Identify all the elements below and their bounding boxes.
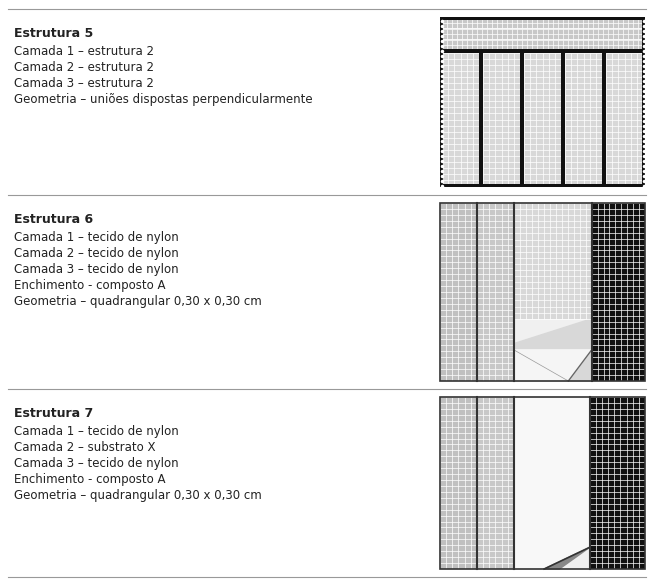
Bar: [514, 397, 590, 497]
Bar: [440, 203, 645, 381]
Bar: [477, 203, 514, 381]
Bar: [592, 203, 645, 381]
Text: Geometria – quadrangular 0,30 x 0,30 cm: Geometria – quadrangular 0,30 x 0,30 cm: [14, 489, 262, 502]
Polygon shape: [514, 497, 590, 569]
Text: Estrutura 6: Estrutura 6: [14, 213, 93, 226]
Text: Camada 3 – estrutura 2: Camada 3 – estrutura 2: [14, 77, 154, 90]
Text: Camada 1 – tecido de nylon: Camada 1 – tecido de nylon: [14, 231, 179, 244]
Bar: [524, 53, 561, 186]
Text: Enchimento - composto A: Enchimento - composto A: [14, 473, 165, 486]
Bar: [442, 29, 643, 39]
Bar: [440, 17, 645, 187]
Text: Estrutura 7: Estrutura 7: [14, 407, 94, 420]
Bar: [440, 203, 645, 381]
Bar: [440, 397, 645, 569]
Text: Camada 2 – tecido de nylon: Camada 2 – tecido de nylon: [14, 247, 179, 260]
Bar: [442, 40, 643, 50]
Polygon shape: [514, 350, 592, 381]
Bar: [440, 17, 443, 187]
Text: Camada 3 – tecido de nylon: Camada 3 – tecido de nylon: [14, 457, 179, 470]
Bar: [442, 18, 643, 28]
Text: Camada 1 – estrutura 2: Camada 1 – estrutura 2: [14, 45, 154, 58]
Bar: [642, 17, 645, 187]
Polygon shape: [544, 548, 590, 569]
Text: Camada 1 – tecido de nylon: Camada 1 – tecido de nylon: [14, 425, 179, 438]
Bar: [440, 184, 645, 187]
Bar: [590, 397, 645, 569]
Text: Estrutura 5: Estrutura 5: [14, 27, 94, 40]
Bar: [561, 53, 565, 186]
Bar: [520, 53, 524, 186]
Text: Camada 2 – substrato X: Camada 2 – substrato X: [14, 441, 156, 454]
Bar: [440, 397, 477, 569]
Bar: [442, 53, 479, 186]
Bar: [483, 53, 520, 186]
Text: Geometria – uniões dispostas perpendicularmente: Geometria – uniões dispostas perpendicul…: [14, 93, 313, 106]
Text: Camada 2 – estrutura 2: Camada 2 – estrutura 2: [14, 61, 154, 74]
Bar: [440, 397, 645, 569]
Bar: [514, 203, 592, 319]
Bar: [606, 53, 643, 186]
Text: Enchimento - composto A: Enchimento - composto A: [14, 279, 165, 292]
Bar: [440, 49, 645, 53]
Text: Camada 3 – tecido de nylon: Camada 3 – tecido de nylon: [14, 263, 179, 276]
Bar: [565, 53, 602, 186]
Bar: [477, 397, 514, 569]
Bar: [440, 17, 645, 20]
Bar: [479, 53, 483, 186]
Polygon shape: [514, 319, 592, 381]
Bar: [602, 53, 606, 186]
Text: Geometria – quadrangular 0,30 x 0,30 cm: Geometria – quadrangular 0,30 x 0,30 cm: [14, 295, 262, 308]
Bar: [440, 203, 477, 381]
